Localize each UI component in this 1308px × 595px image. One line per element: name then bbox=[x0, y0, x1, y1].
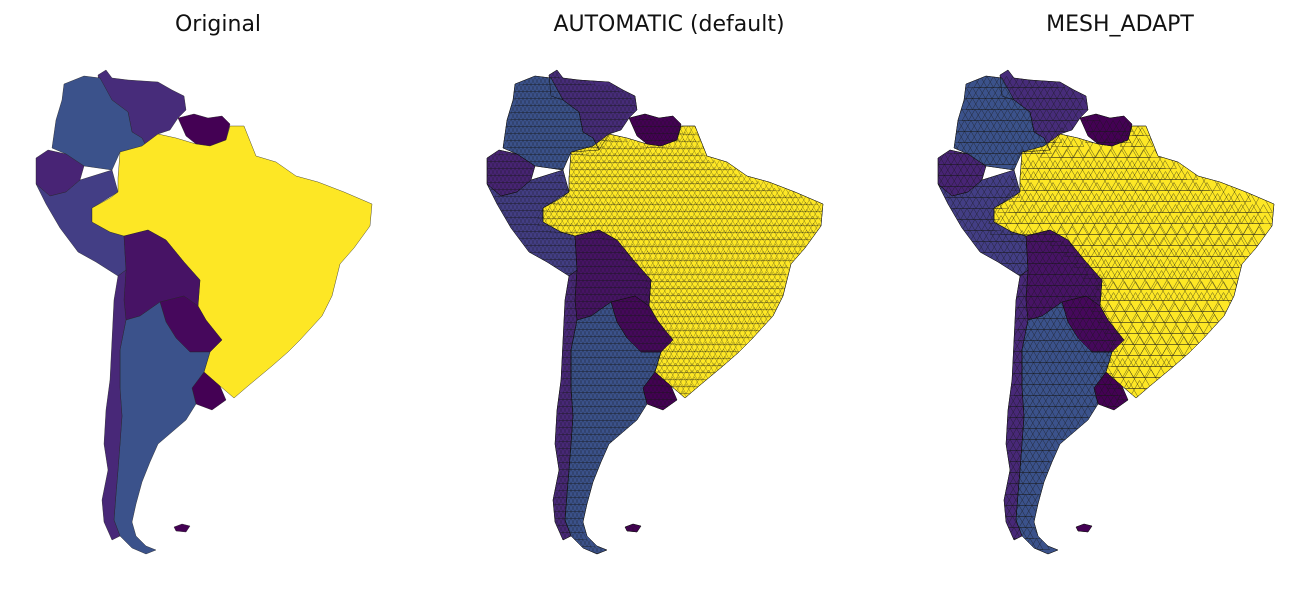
country-border bbox=[624, 523, 642, 533]
country-border bbox=[1075, 523, 1093, 533]
country-border bbox=[1003, 269, 1029, 541]
panel-title: AUTOMATIC (default) bbox=[553, 12, 785, 37]
country-border bbox=[628, 113, 682, 147]
map-automatic bbox=[486, 69, 824, 555]
mesh-edges bbox=[487, 70, 823, 554]
mesh-triangulation bbox=[938, 75, 1274, 550]
mesh-edges bbox=[938, 75, 1274, 550]
mesh-triangulation bbox=[487, 70, 823, 554]
panel-title: MESH_ADAPT bbox=[1046, 12, 1194, 37]
panel-title: Original bbox=[174, 12, 262, 37]
country-chile bbox=[101, 269, 127, 541]
country-guyana-suriname bbox=[177, 113, 231, 147]
map-mesh-adapt bbox=[937, 69, 1275, 555]
panel-automatic: AUTOMATIC (default) bbox=[451, 0, 887, 595]
country-border bbox=[1079, 113, 1133, 147]
panel-original: Original bbox=[0, 0, 436, 595]
country-border bbox=[502, 75, 600, 171]
country-border bbox=[953, 75, 1051, 171]
country-border bbox=[552, 269, 578, 541]
map-original bbox=[35, 69, 373, 555]
panel-mesh-adapt: MESH_ADAPT bbox=[902, 0, 1308, 595]
country-falklands bbox=[173, 523, 191, 533]
